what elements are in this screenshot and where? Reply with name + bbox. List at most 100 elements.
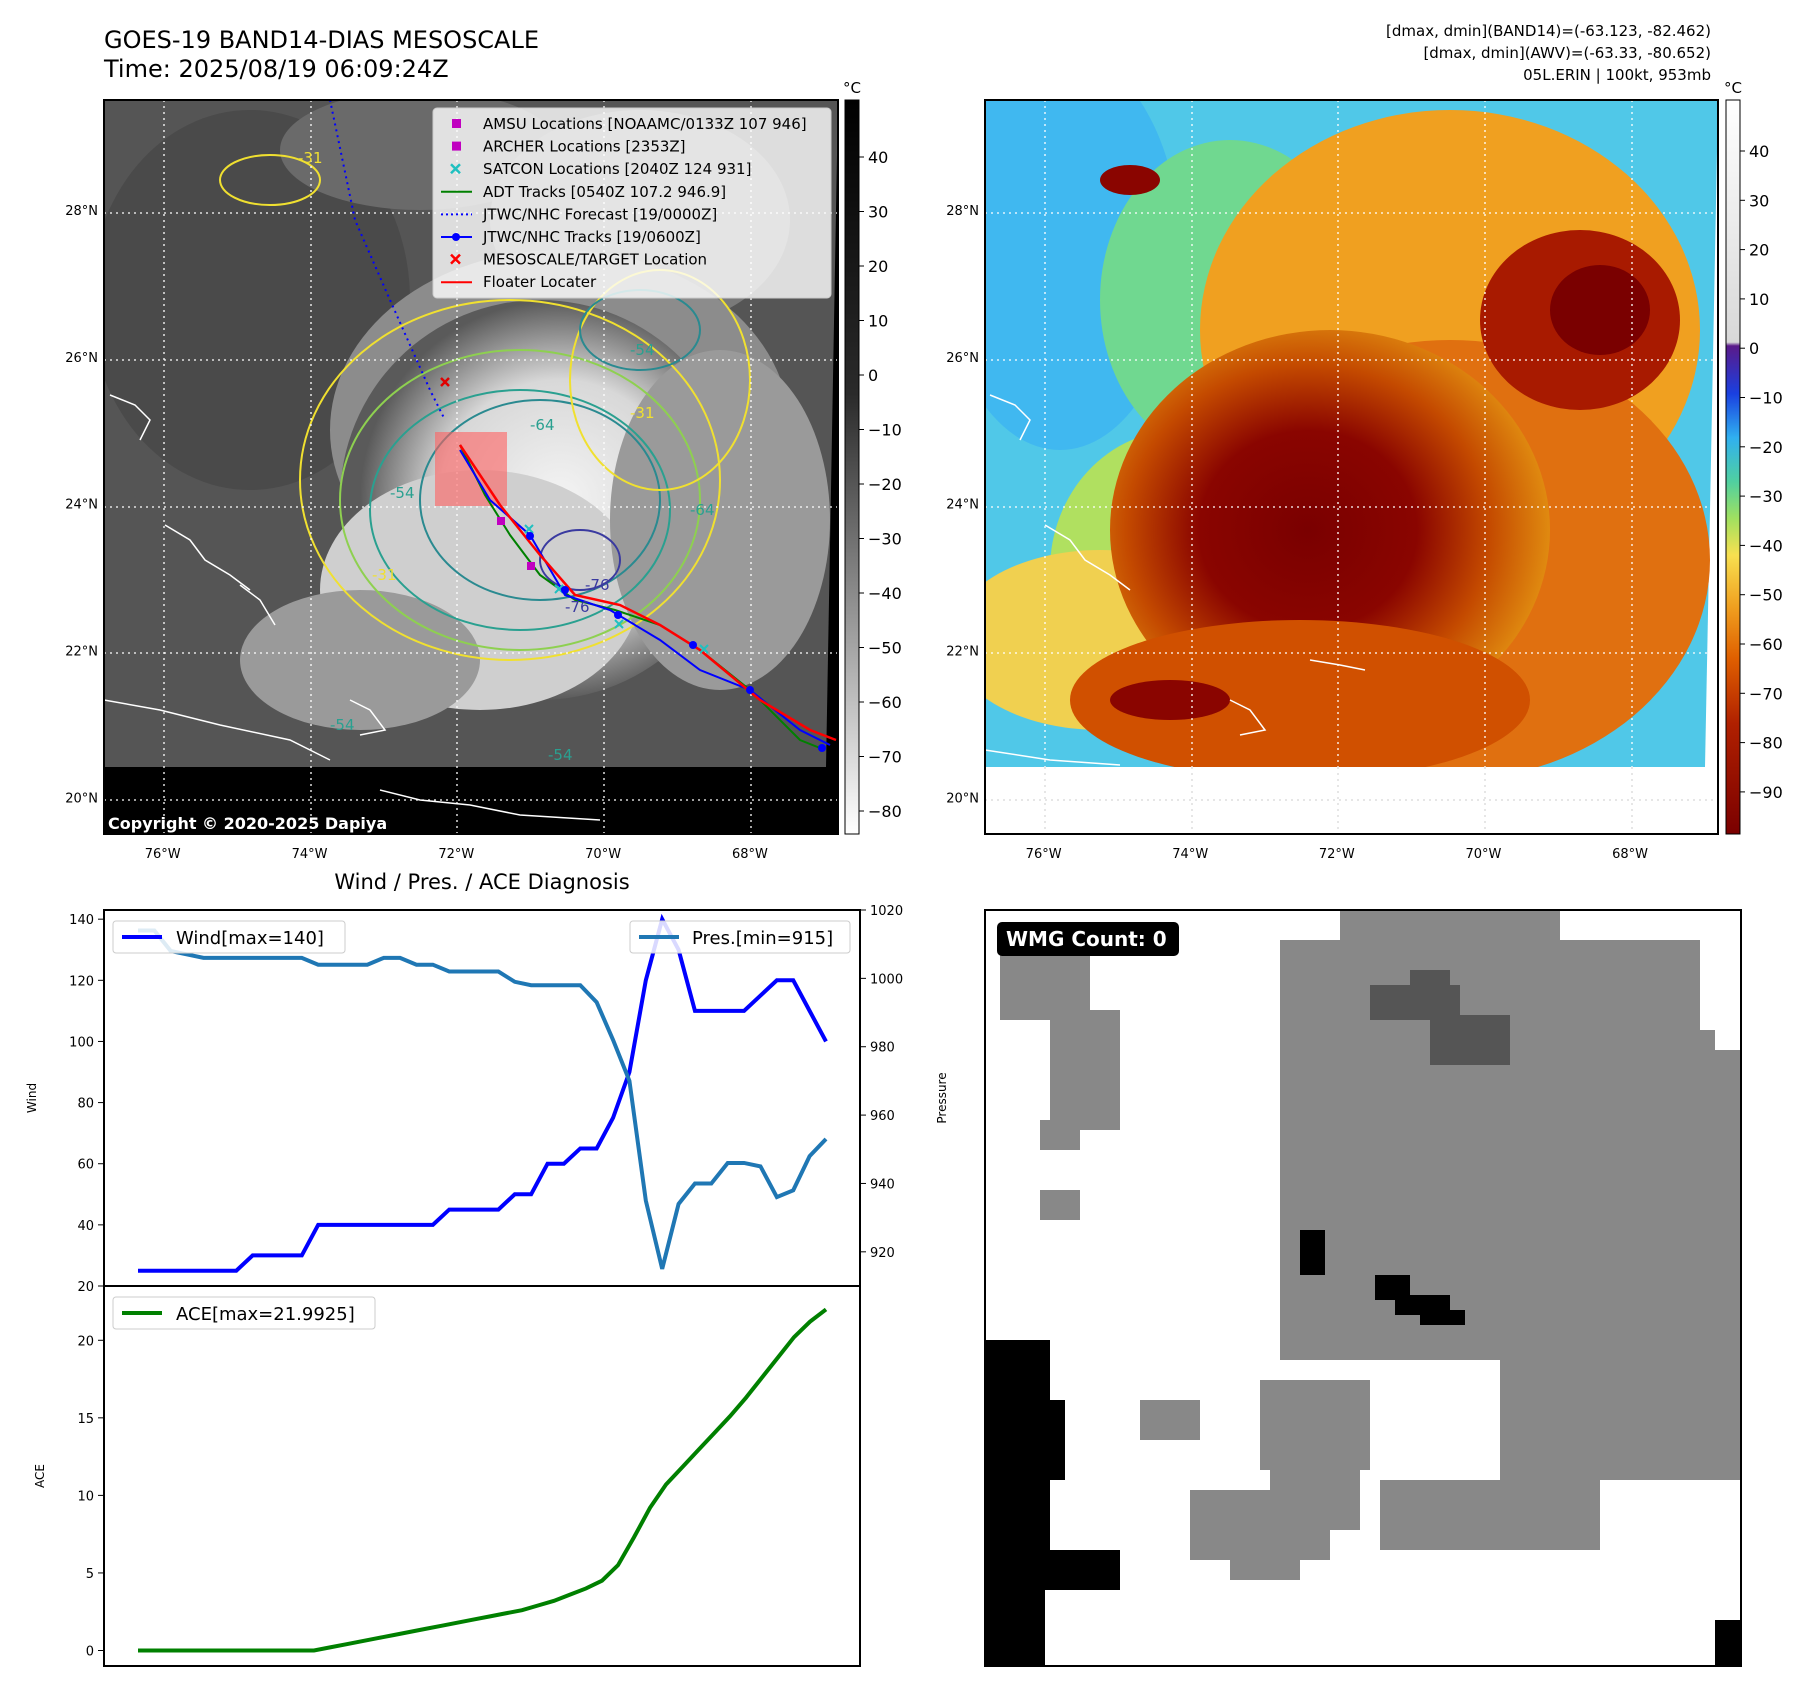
- lon-tick-label: 68°W: [1612, 847, 1648, 862]
- colorbar-tick-label: −80: [1749, 734, 1783, 753]
- figure-title-line1: GOES-19 BAND14-DIAS MESOSCALE: [104, 26, 540, 54]
- wind-pressure-axes: [103, 909, 861, 1287]
- contour-label: -31: [630, 404, 655, 422]
- colorbar-tick-label: 0: [1749, 339, 1759, 358]
- legend-entry: ARCHER Locations [2353Z]: [452, 138, 686, 156]
- colorbar-tick-label: −50: [868, 639, 902, 658]
- legend-entry-label: MESOSCALE/TARGET Location: [483, 251, 707, 269]
- wmg-count-label: WMG Count: 0: [1006, 927, 1167, 951]
- colorbar-tick-label: −30: [1749, 487, 1783, 506]
- colorbar-tick-label: −70: [868, 748, 902, 767]
- legend-entry-label: ADT Tracks [0540Z 107.2 946.9]: [483, 183, 726, 201]
- colorbar-tick-label: −60: [1749, 635, 1783, 654]
- wind-tick-label: 140: [69, 913, 94, 928]
- pressure-tick-label: 980: [870, 1041, 895, 1056]
- contour-label-group: -31 -54 -64 -76 -31 -54 -64 -54 -31 -54 …: [298, 149, 715, 764]
- legend-entry: JTWC/NHC Forecast [19/0000Z]: [441, 205, 717, 223]
- ace-tick-label: 15: [77, 1412, 94, 1427]
- pressure-tick-label: 960: [870, 1109, 895, 1124]
- colorbar-tick-label: −70: [1749, 684, 1783, 703]
- ir-imagery-left: [104, 100, 838, 834]
- pressure-tick-label: 1020: [870, 904, 903, 919]
- ace-tick-label: 20: [77, 1334, 94, 1349]
- colorbar-tick-label: 20: [1749, 241, 1769, 260]
- contour-label: -64: [530, 416, 555, 434]
- colorbar-tick-label: 30: [868, 203, 888, 222]
- wind-tick-label: 120: [69, 974, 94, 989]
- legend-entry-label: ARCHER Locations [2353Z]: [483, 138, 686, 156]
- colorbar-tick-label: 0: [868, 366, 878, 385]
- pressure-tick-label: 940: [870, 1177, 895, 1192]
- colorbar-tick-label: −80: [868, 802, 902, 821]
- colorbar-tick-label: −50: [1749, 586, 1783, 605]
- contour-label: -54: [390, 484, 415, 502]
- legend-entry: Floater Locater: [441, 273, 597, 291]
- pressure-series-line: [138, 928, 828, 1270]
- ace-tick-label: 10: [77, 1489, 94, 1504]
- colorbar-tick-label: 20: [868, 257, 888, 276]
- lat-tick-label: 24°N: [946, 498, 979, 513]
- legend-entry-label: JTWC/NHC Forecast [19/0000Z]: [482, 205, 717, 223]
- colorbar-tick-label: −60: [868, 693, 902, 712]
- left-colorbar-unit: °C: [843, 79, 861, 97]
- colorbar-tick-label: −90: [1749, 783, 1783, 802]
- legend-entry-label: AMSU Locations [NOAAMC/0133Z 107 946]: [483, 115, 807, 133]
- contour-label: -54: [630, 341, 655, 359]
- copyright-text: Copyright © 2020-2025 Dapiya: [108, 814, 387, 833]
- pressure-tick-label: 1000: [870, 972, 903, 987]
- legend-entry-label: SATCON Locations [2040Z 124 931]: [483, 160, 751, 178]
- ace-legend: ACE[max=21.9925]: [112, 1296, 376, 1330]
- right-colorbar-unit: °C: [1724, 79, 1742, 97]
- legend-entry-label: Floater Locater: [483, 273, 597, 291]
- colorbar-tick-label: −20: [868, 475, 902, 494]
- map-legend: AMSU Locations [NOAAMC/0133Z 107 946] ARC…: [432, 107, 832, 299]
- lat-tick-label: 26°N: [946, 351, 979, 366]
- colorbar-tick-label: 30: [1749, 191, 1769, 210]
- ace-tick-label: 5: [86, 1567, 94, 1582]
- wind-axis-label: Wind: [25, 1083, 39, 1113]
- info-awv: [dmax, dmin](AWV)=(-63.33, -80.652): [1423, 44, 1711, 62]
- wind-tick-label: 80: [77, 1097, 94, 1112]
- contour-label: -76: [585, 576, 610, 594]
- pressure-legend-label: Pres.[min=915]: [692, 928, 833, 949]
- lon-tick-label: 72°W: [438, 847, 474, 862]
- wind-tick-label: 60: [77, 1158, 94, 1173]
- wind-legend: Wind[max=140]: [112, 920, 346, 954]
- lat-tick-label: 22°N: [65, 645, 98, 660]
- ace-axis-label: ACE: [33, 1464, 47, 1488]
- contour-label: -54: [548, 746, 573, 764]
- left-map-frame: [103, 99, 839, 835]
- ace-tick-label: 0: [86, 1644, 94, 1659]
- diagnosis-title: Wind / Pres. / ACE Diagnosis: [334, 870, 629, 894]
- pressure-axis-label: Pressure: [935, 1072, 949, 1123]
- colorbar-tick-label: −10: [1749, 389, 1783, 408]
- contour-label: -31: [298, 149, 323, 167]
- lat-tick-label: 22°N: [946, 645, 979, 660]
- lon-tick-label: 68°W: [732, 847, 768, 862]
- contour-label: -64: [690, 501, 715, 519]
- colorbar-tick-label: −20: [1749, 438, 1783, 457]
- colorbar-tick-label: −10: [868, 421, 902, 440]
- lon-tick-label: 72°W: [1319, 847, 1355, 862]
- wind-legend-label: Wind[max=140]: [176, 928, 324, 949]
- legend-entry: MESOSCALE/TARGET Location: [450, 251, 707, 269]
- lat-tick-label: 24°N: [65, 498, 98, 513]
- lat-tick-label: 20°N: [65, 791, 98, 806]
- legend-entry: ADT Tracks [0540Z 107.2 946.9]: [441, 183, 726, 201]
- colorbar-tick-label: 40: [868, 148, 888, 167]
- pressure-tick-label: 920: [870, 1246, 895, 1261]
- figure-title-line2: Time: 2025/08/19 06:09:24Z: [104, 55, 449, 83]
- lon-tick-label: 74°W: [292, 847, 328, 862]
- pressure-legend: Pres.[min=915]: [629, 920, 851, 954]
- wind-tick-label: 100: [69, 1035, 94, 1050]
- legend-entry: SATCON Locations [2040Z 124 931]: [450, 160, 751, 178]
- lon-tick-label: 76°W: [145, 847, 181, 862]
- colorbar-tick-label: −40: [1749, 536, 1783, 555]
- colorbar-tick-label: −40: [868, 584, 902, 603]
- lat-tick-label: 20°N: [946, 791, 979, 806]
- wind-series-line: [138, 913, 828, 1273]
- left-colorbar: [844, 99, 860, 835]
- legend-entry: AMSU Locations [NOAAMC/0133Z 107 946]: [452, 115, 807, 133]
- right-colorbar: [1725, 99, 1741, 835]
- contour-label: -31: [372, 566, 397, 584]
